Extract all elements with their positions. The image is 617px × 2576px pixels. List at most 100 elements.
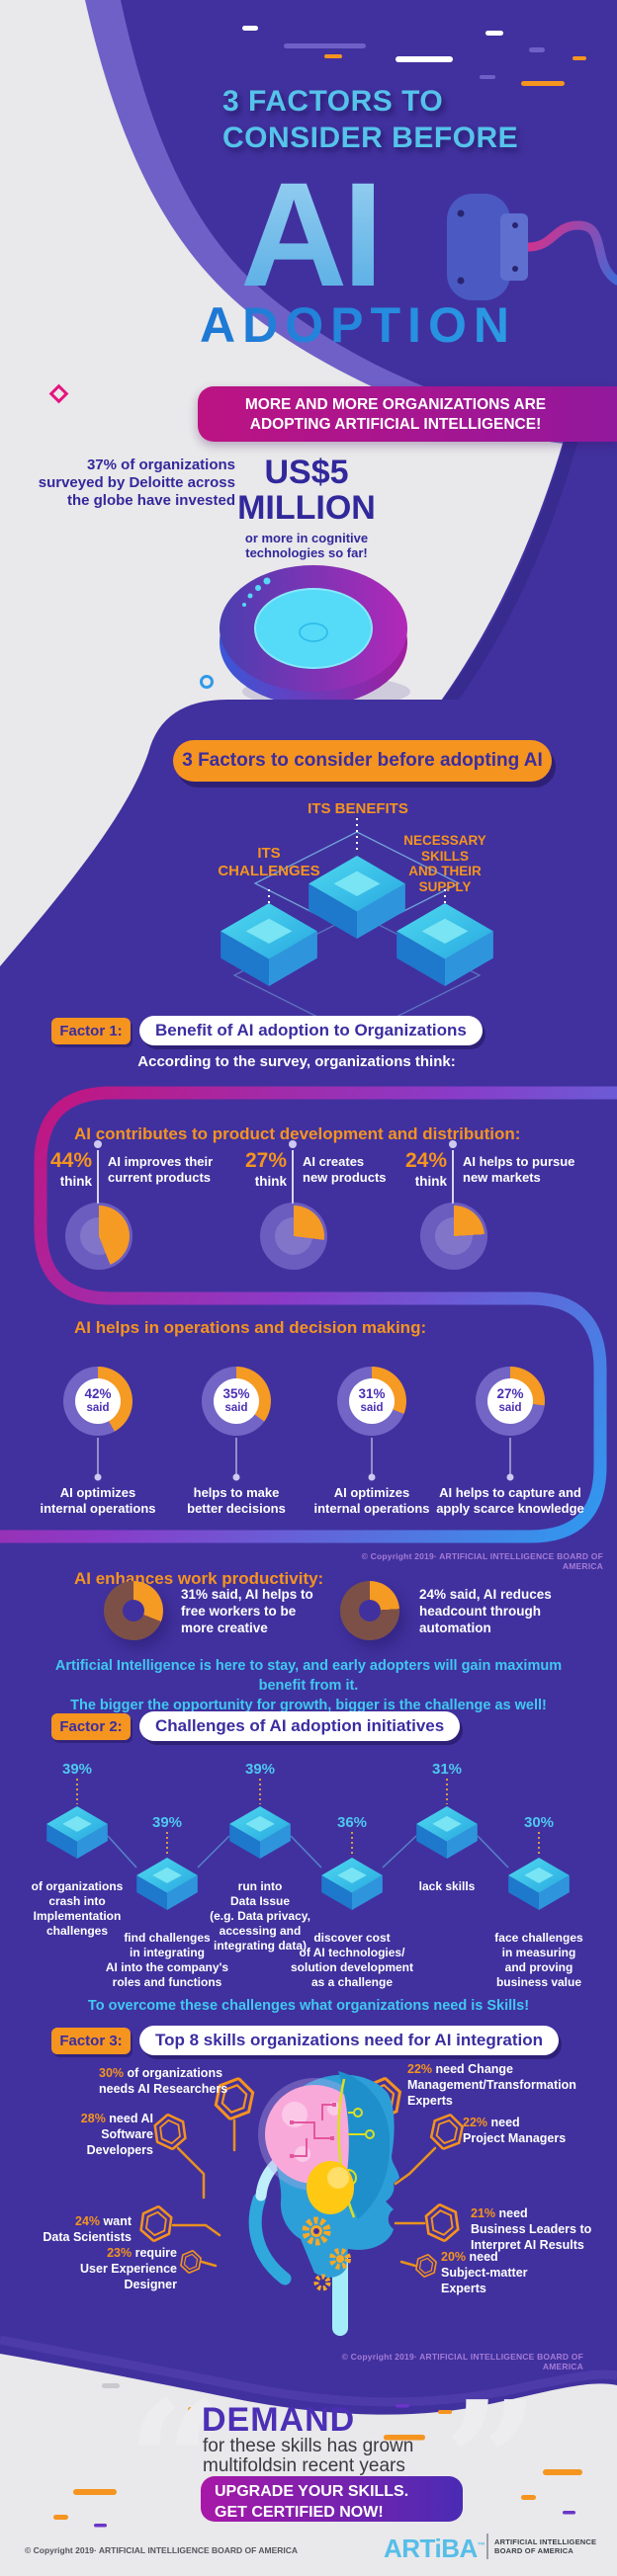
banner-line2: ADOPTING ARTIFICIAL INTELLIGENCE! (249, 416, 542, 433)
productivity-stat: 31% said, AI helps to free workers to be… (181, 1587, 313, 1635)
factor2-badge: Factor 2: (51, 1713, 131, 1740)
quote-mark-icon: ” (443, 2365, 540, 2562)
skill-software-developers: 28% need AI Software Developers (80, 2112, 153, 2157)
challenge-percent: 39% (244, 1761, 276, 1778)
operations-heading: AI helps in operations and decision maki… (74, 1318, 427, 1337)
gradient-border-snake (0, 1086, 617, 1543)
adoption-wordmark: ADOPTION (138, 296, 577, 354)
copyright-inline: © Copyright 2019· ARTIFICIAL INTELLIGENC… (341, 2352, 583, 2371)
skill-change-management: 22% need Change Management/Transformatio… (407, 2062, 576, 2108)
pink-diamond-icon (48, 383, 69, 404)
challenge-label: lack skills (418, 1879, 476, 1893)
donut-connector-lines (94, 1438, 514, 1481)
page-title-line1: 3 FACTORS TO (222, 85, 444, 118)
factor3-badge: Factor 3: (51, 2028, 131, 2054)
page-title: 3 FACTORS TO CONSIDER BEFORE (222, 83, 518, 156)
donut-word: said (224, 1402, 248, 1415)
right-band-shape (439, 395, 617, 709)
challenge-percent: 36% (336, 1814, 368, 1831)
stat-word: think (59, 1174, 92, 1189)
top-wave-shape (85, 0, 617, 446)
factor2-note: To overcome these challenges what organi… (87, 1998, 530, 2014)
deloitte-stat: 37% of organizations surveyed by Deloitt… (38, 457, 235, 509)
cta-button[interactable]: UPGRADE YOUR SKILLS. GET CERTIFIED NOW! (201, 2476, 463, 2522)
page-title-line2: CONSIDER BEFORE (222, 122, 519, 154)
donut-chart-42: 42% said (63, 1367, 132, 1436)
skill-subject-matter: 20% need Subject-matter Experts (441, 2250, 528, 2295)
stat-24-think: 24% think (374, 1150, 447, 1189)
donut-chart-35: 35% said (202, 1367, 271, 1436)
top-dashes (242, 26, 586, 86)
pie-chart-24 (420, 1203, 487, 1270)
stat-label: AI helps to pursue new markets (463, 1154, 575, 1185)
donut-percent: 35% (222, 1386, 250, 1402)
pie-chart-31-productivity (104, 1581, 163, 1640)
challenge-label: run into Data Issue (e.g. Data privacy, … (210, 1879, 310, 1953)
pie-chart-44 (65, 1203, 132, 1270)
skill-business-leaders: 21% need Business Leaders to Interpret A… (471, 2206, 592, 2252)
challenge-percent: 39% (61, 1761, 93, 1778)
trademark-symbol: ™ (477, 2540, 485, 2550)
productivity-stat: 24% said, AI reduces headcount through a… (419, 1587, 552, 1635)
amount-us5: US$5 (264, 454, 349, 491)
factor2-cubes (46, 1779, 570, 1910)
challenge-percent: 39% (151, 1814, 183, 1831)
challenge-percent: 30% (523, 1814, 555, 1831)
donut-label: AI optimizes internal operations (40, 1485, 156, 1516)
stat-label: AI improves their current products (108, 1154, 214, 1185)
coin-illustration (200, 565, 410, 707)
stat-44-think: 44% think (19, 1150, 92, 1189)
stat-word: think (414, 1174, 447, 1189)
artiba-logo: ARTiBA™ (384, 2534, 485, 2563)
donut-chart-31: 31% said (337, 1367, 406, 1436)
challenge-label: discover cost of AI technologies/ soluti… (290, 1931, 413, 1989)
artiba-caption: ARTIFICIAL INTELLIGENCE BOARD OF AMERICA (494, 2537, 597, 2555)
skill-data-scientists: 24% want Data Scientists (43, 2214, 132, 2244)
donut-word: said (86, 1402, 110, 1415)
amount-note: or more in cognitive technologies so far… (244, 531, 369, 560)
label-its-challenges: ITS CHALLENGES (218, 845, 320, 879)
skill-ai-researchers: 30% of organizations needs AI Researcher… (99, 2066, 228, 2096)
stat-label: AI creates new products (303, 1154, 387, 1185)
logo-separator (486, 2534, 488, 2559)
product-heading: AI contributes to product development an… (74, 1124, 521, 1143)
brain-illustration (248, 2071, 399, 2336)
copyright-inline: © Copyright 2019· ARTIFICIAL INTELLIGENC… (361, 1551, 603, 1571)
skill-ux-designer: 23% require User Experience Designer (80, 2246, 177, 2291)
pie-chart-27 (260, 1203, 327, 1270)
challenge-label: of organizations crash into Implementati… (31, 1879, 124, 1938)
factor3-title: Top 8 skills organizations need for AI i… (139, 2026, 559, 2055)
skill-project-managers: 22% need Project Managers (463, 2116, 567, 2145)
donut-percent: 31% (358, 1386, 386, 1402)
stat-27-think: 27% think (214, 1150, 287, 1189)
bottom-wave-highlight (0, 2335, 617, 2407)
demand-title: DEMAND (202, 2401, 356, 2439)
stat-percent: 44% (49, 1149, 92, 1172)
stat-word: think (254, 1174, 287, 1189)
label-its-benefits: ITS BENEFITS (308, 800, 408, 817)
challenge-percent: 31% (431, 1761, 463, 1778)
overview-banner: 3 Factors to consider before adopting AI (173, 740, 552, 782)
factor1-title: Benefit of AI adoption to Organizations (139, 1016, 483, 1045)
label-necessary-skills: NECESSARY SKILLS AND THEIR SUPPLY (403, 833, 486, 894)
stat-percent: 27% (244, 1149, 287, 1172)
adoption-banner: MORE AND MORE ORGANIZATIONS ARE ADOPTING… (198, 386, 617, 442)
factor2-title: Challenges of AI adoption initiatives (139, 1711, 461, 1741)
donut-label: helps to make better decisions (187, 1485, 286, 1516)
donut-chart-27: 27% said (476, 1367, 545, 1436)
challenge-label: face challenges in measuring and proving… (494, 1931, 583, 1989)
factor1-note: Artificial Intelligence is here to stay,… (54, 1658, 563, 1713)
demand-text: for these skills has grown multifoldsin … (203, 2436, 414, 2476)
donut-percent: 27% (496, 1386, 524, 1402)
banner-line1: MORE AND MORE ORGANIZATIONS ARE (244, 396, 547, 413)
factor1-badge: Factor 1: (51, 1018, 131, 1044)
donut-label: AI helps to capture and apply scarce kno… (436, 1485, 584, 1516)
stat-divider-lines (94, 1140, 457, 1204)
amount-million: MILLION (237, 489, 376, 527)
donut-word: said (498, 1402, 522, 1415)
footer-dashes (53, 2383, 582, 2528)
challenge-label: find challenges in integrating AI into t… (105, 1931, 229, 1989)
ai-wordmark: AI (240, 151, 384, 317)
plug-icon (447, 194, 617, 300)
